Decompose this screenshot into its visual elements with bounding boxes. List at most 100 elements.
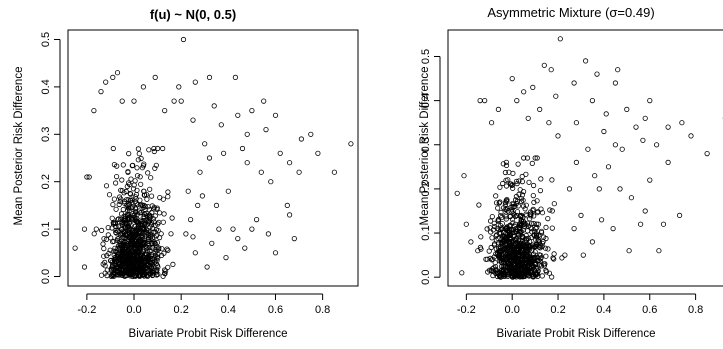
- data-point: [496, 227, 502, 233]
- data-point: [585, 146, 591, 152]
- data-point: [612, 142, 619, 148]
- data-point: [197, 169, 203, 175]
- data-point: [523, 247, 529, 253]
- y-tick-label: 0.0: [420, 270, 432, 285]
- data-point: [499, 221, 505, 227]
- data-point: [147, 224, 153, 230]
- data-point: [225, 188, 231, 194]
- y-tick-label: 0.4: [40, 79, 52, 94]
- data-point: [232, 74, 238, 81]
- data-point: [534, 231, 540, 237]
- data-point: [509, 182, 516, 188]
- data-point: [490, 272, 496, 279]
- data-point: [308, 131, 314, 137]
- data-point: [511, 242, 517, 249]
- data-point: [541, 263, 548, 269]
- data-point: [506, 241, 512, 247]
- data-point: [519, 192, 526, 198]
- data-point: [496, 240, 502, 246]
- data-point: [538, 230, 545, 236]
- data-point: [508, 204, 514, 210]
- data-point: [509, 207, 515, 213]
- data-point: [665, 159, 671, 165]
- data-point: [482, 98, 488, 104]
- data-point: [127, 190, 133, 197]
- data-point: [348, 141, 354, 147]
- data-point: [155, 145, 161, 152]
- data-point: [103, 79, 109, 85]
- data-point: [562, 252, 568, 258]
- data-point: [533, 241, 539, 248]
- data-point: [519, 252, 525, 259]
- data-point: [118, 196, 124, 202]
- data-point: [522, 264, 528, 270]
- data-point: [679, 120, 685, 126]
- data-point: [165, 264, 171, 270]
- data-point: [155, 251, 161, 257]
- data-point: [183, 231, 189, 237]
- data-point: [549, 225, 555, 231]
- data-point: [513, 178, 520, 184]
- data-point: [521, 155, 527, 161]
- data-point: [507, 247, 514, 253]
- data-point: [507, 262, 513, 268]
- data-point: [517, 187, 523, 193]
- data-point: [519, 179, 526, 185]
- data-point: [192, 79, 198, 85]
- data-point: [704, 151, 710, 157]
- data-point: [188, 217, 194, 223]
- data-point: [111, 257, 117, 263]
- data-point: [545, 216, 551, 222]
- data-point: [524, 241, 530, 247]
- data-point: [530, 255, 537, 261]
- data-point: [104, 253, 110, 259]
- data-point: [461, 173, 467, 179]
- data-point: [505, 177, 511, 183]
- data-point: [138, 181, 144, 187]
- data-point: [114, 70, 121, 76]
- data-point: [498, 215, 505, 221]
- data-point: [142, 211, 148, 217]
- x-tick-label: -0.2: [77, 304, 96, 316]
- data-point: [254, 217, 260, 223]
- data-point: [159, 246, 165, 252]
- data-point: [486, 248, 492, 254]
- data-point: [119, 177, 125, 183]
- data-point: [503, 207, 510, 213]
- data-point: [147, 248, 153, 254]
- data-point: [516, 221, 522, 227]
- data-point: [149, 193, 155, 199]
- data-point: [111, 196, 118, 202]
- data-point: [135, 226, 141, 232]
- data-point: [571, 80, 577, 86]
- data-point: [510, 220, 516, 226]
- data-point: [555, 133, 561, 139]
- data-point: [171, 98, 177, 104]
- y-tick-label: 0.1: [420, 225, 432, 240]
- data-point: [519, 173, 525, 180]
- data-point: [642, 208, 648, 214]
- data-point: [148, 271, 154, 277]
- data-point: [135, 157, 141, 163]
- data-point: [510, 185, 516, 191]
- data-point: [530, 182, 537, 189]
- data-point: [258, 169, 264, 175]
- data-point: [120, 206, 126, 213]
- data-point: [298, 136, 304, 142]
- data-point: [519, 250, 525, 256]
- data-point: [535, 209, 541, 215]
- data-point: [108, 257, 114, 263]
- data-point: [124, 202, 130, 208]
- data-point: [141, 188, 147, 194]
- data-point: [580, 252, 586, 258]
- data-point: [129, 217, 135, 223]
- data-point: [498, 227, 504, 233]
- data-point: [495, 106, 501, 113]
- data-point: [315, 150, 321, 156]
- data-point: [139, 219, 145, 225]
- data-point: [513, 236, 519, 242]
- data-point: [206, 155, 213, 161]
- data-point: [136, 265, 142, 271]
- data-point: [497, 199, 503, 205]
- data-point: [503, 259, 509, 265]
